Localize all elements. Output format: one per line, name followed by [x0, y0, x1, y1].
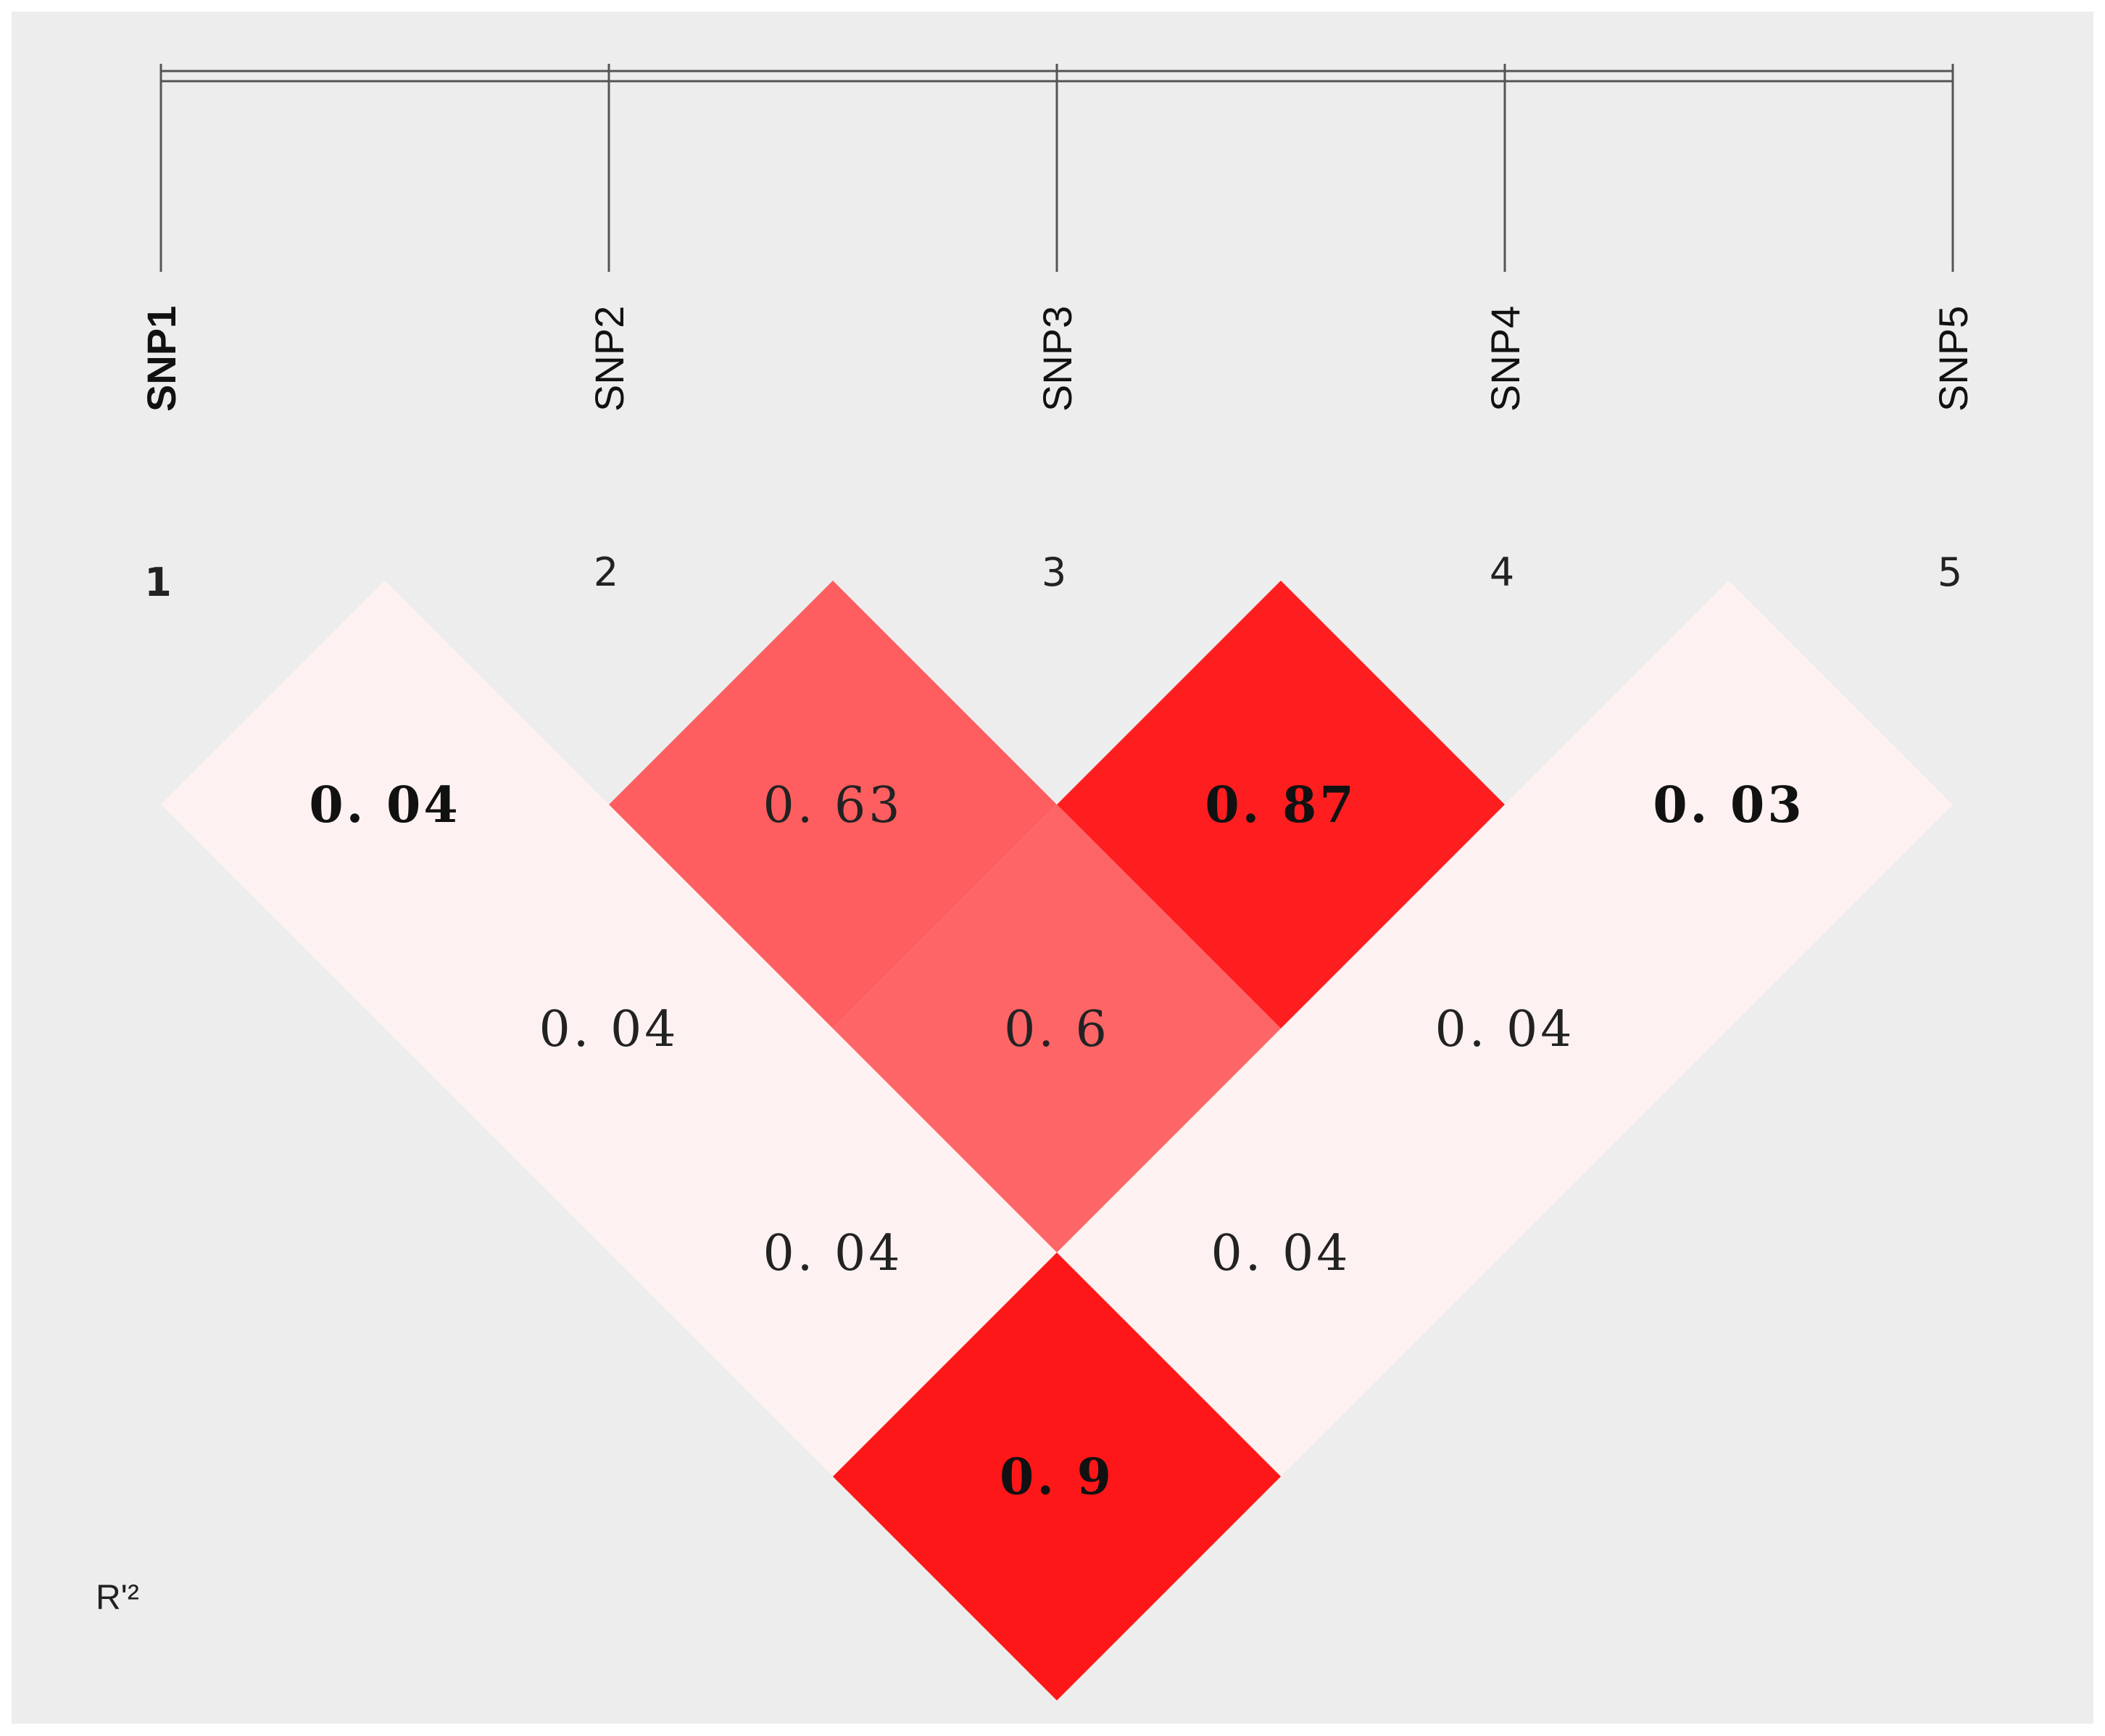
marker-ruler	[159, 64, 1954, 272]
legend-label: R'²	[96, 1579, 139, 1617]
marker-index: 4	[1490, 549, 1514, 595]
ld-cell-value: 0. 9	[1000, 1448, 1114, 1506]
ld-cells	[161, 581, 1953, 1700]
marker-index: 5	[1938, 549, 1962, 595]
marker-label: SNP3	[1034, 306, 1080, 412]
marker-index: 1	[144, 560, 172, 605]
marker-labels: SNP1 SNP2 SNP3 SNP4 SNP5	[138, 306, 1976, 412]
ld-cell-value: 0. 87	[1205, 776, 1356, 834]
marker-label: SNP1	[138, 306, 184, 412]
marker-label: SNP5	[1930, 306, 1976, 412]
ld-cell-value: 0. 04	[1435, 1001, 1574, 1058]
marker-index: 2	[594, 549, 618, 595]
ld-cell-value: 0. 04	[1211, 1225, 1350, 1282]
marker-index: 3	[1042, 549, 1066, 595]
ld-cell-value: 0. 63	[763, 777, 902, 834]
ld-cell-value: 0. 04	[309, 776, 460, 834]
marker-label: SNP4	[1482, 306, 1528, 412]
ld-cell-value: 0. 04	[763, 1225, 902, 1282]
marker-label: SNP2	[586, 306, 632, 412]
ld-cell-value: 0. 6	[1004, 1001, 1110, 1058]
ld-cell-value: 0. 03	[1653, 776, 1804, 834]
ld-cell	[833, 1253, 1281, 1700]
ld-cell-values: 0. 04 0. 63 0. 87 0. 03 0. 04 0. 6 0. 04 0. 04 0…	[309, 776, 1804, 1506]
index-labels: 1 2 3 4 5	[144, 549, 1962, 605]
ld-cell-value: 0. 04	[539, 1001, 678, 1058]
